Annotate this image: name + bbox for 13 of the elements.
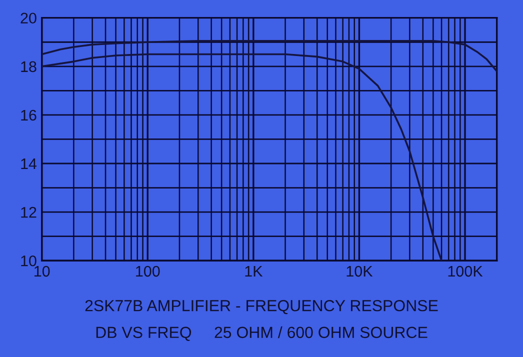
y-tick-label: 16: [21, 110, 36, 121]
text: DB VS FREQ 25 OHM / 600 OHM SOURCE: [96, 326, 428, 341]
x-tick-label: 1K: [245, 266, 263, 277]
x-tick-label: 10K: [346, 266, 373, 277]
x-tick-label: 10: [34, 266, 50, 277]
text: 2SK77B AMPLIFIER - FREQUENCY RESPONSE: [85, 300, 438, 314]
x-tick-label: 100K: [448, 266, 483, 277]
y-tick-label: 20: [20, 12, 36, 24]
y-tick-label: 14: [21, 158, 37, 170]
y-tick-label: 18: [21, 61, 36, 72]
y-tick-label: 12: [21, 206, 36, 218]
x-tick-label: 100: [136, 266, 160, 277]
y-tick-label: 10: [21, 255, 36, 266]
